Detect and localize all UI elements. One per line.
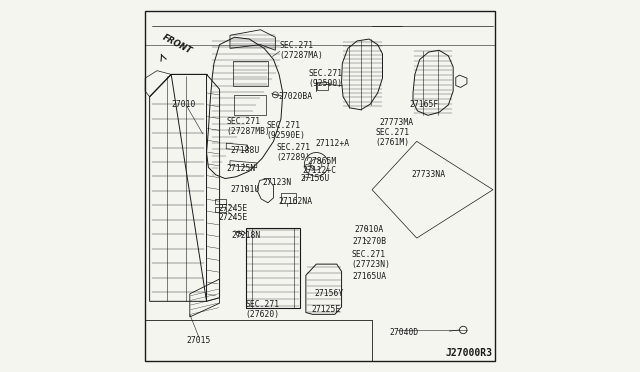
Text: 27125N: 27125N bbox=[227, 164, 255, 173]
Text: 27156U: 27156U bbox=[301, 174, 330, 183]
Text: SEC.271
(27723N): SEC.271 (27723N) bbox=[351, 250, 390, 269]
Text: 27112+A: 27112+A bbox=[316, 139, 349, 148]
Text: SEC.271
(27289): SEC.271 (27289) bbox=[276, 143, 310, 162]
Text: J27000R3: J27000R3 bbox=[446, 348, 493, 358]
Bar bbox=[317, 82, 328, 90]
Bar bbox=[282, 193, 296, 203]
Text: 27165F: 27165F bbox=[410, 100, 438, 109]
Text: 27015: 27015 bbox=[187, 336, 211, 345]
Bar bbox=[234, 95, 266, 115]
Text: 27245E: 27245E bbox=[218, 213, 247, 222]
Text: 27188U: 27188U bbox=[230, 146, 259, 155]
Text: 27123N: 27123N bbox=[262, 178, 292, 187]
Text: 27112+C: 27112+C bbox=[303, 166, 337, 174]
Text: 27218N: 27218N bbox=[232, 231, 260, 240]
Text: 27010: 27010 bbox=[172, 100, 196, 109]
Text: FRONT: FRONT bbox=[161, 33, 194, 56]
Text: SEC.271
(92590E): SEC.271 (92590E) bbox=[266, 121, 305, 141]
Text: SEC.271
(27620): SEC.271 (27620) bbox=[246, 300, 280, 319]
Text: 27156Y: 27156Y bbox=[314, 289, 343, 298]
Text: SEC.271
(92590): SEC.271 (92590) bbox=[309, 68, 343, 88]
Text: 27101U: 27101U bbox=[231, 185, 260, 194]
Text: 27125E: 27125E bbox=[312, 305, 341, 314]
Text: 27165UA: 27165UA bbox=[353, 272, 387, 280]
Text: 27162NA: 27162NA bbox=[278, 197, 312, 206]
Text: 27865M: 27865M bbox=[307, 157, 336, 166]
Text: SEC.271
(2761M): SEC.271 (2761M) bbox=[376, 128, 410, 147]
Text: 27773MA: 27773MA bbox=[380, 118, 413, 126]
Text: 27040D: 27040D bbox=[390, 328, 419, 337]
Text: SEC.271
(27287MB): SEC.271 (27287MB) bbox=[227, 117, 270, 136]
Text: SEC.271
(27287MA): SEC.271 (27287MA) bbox=[279, 41, 323, 60]
Text: 27733NA: 27733NA bbox=[411, 170, 445, 179]
Text: 271270B: 271270B bbox=[353, 237, 387, 246]
Bar bbox=[246, 228, 300, 308]
Text: 27020BA: 27020BA bbox=[278, 92, 312, 101]
Text: 27245E: 27245E bbox=[218, 204, 247, 213]
Bar bbox=[232, 61, 268, 86]
Text: 27010A: 27010A bbox=[354, 225, 383, 234]
